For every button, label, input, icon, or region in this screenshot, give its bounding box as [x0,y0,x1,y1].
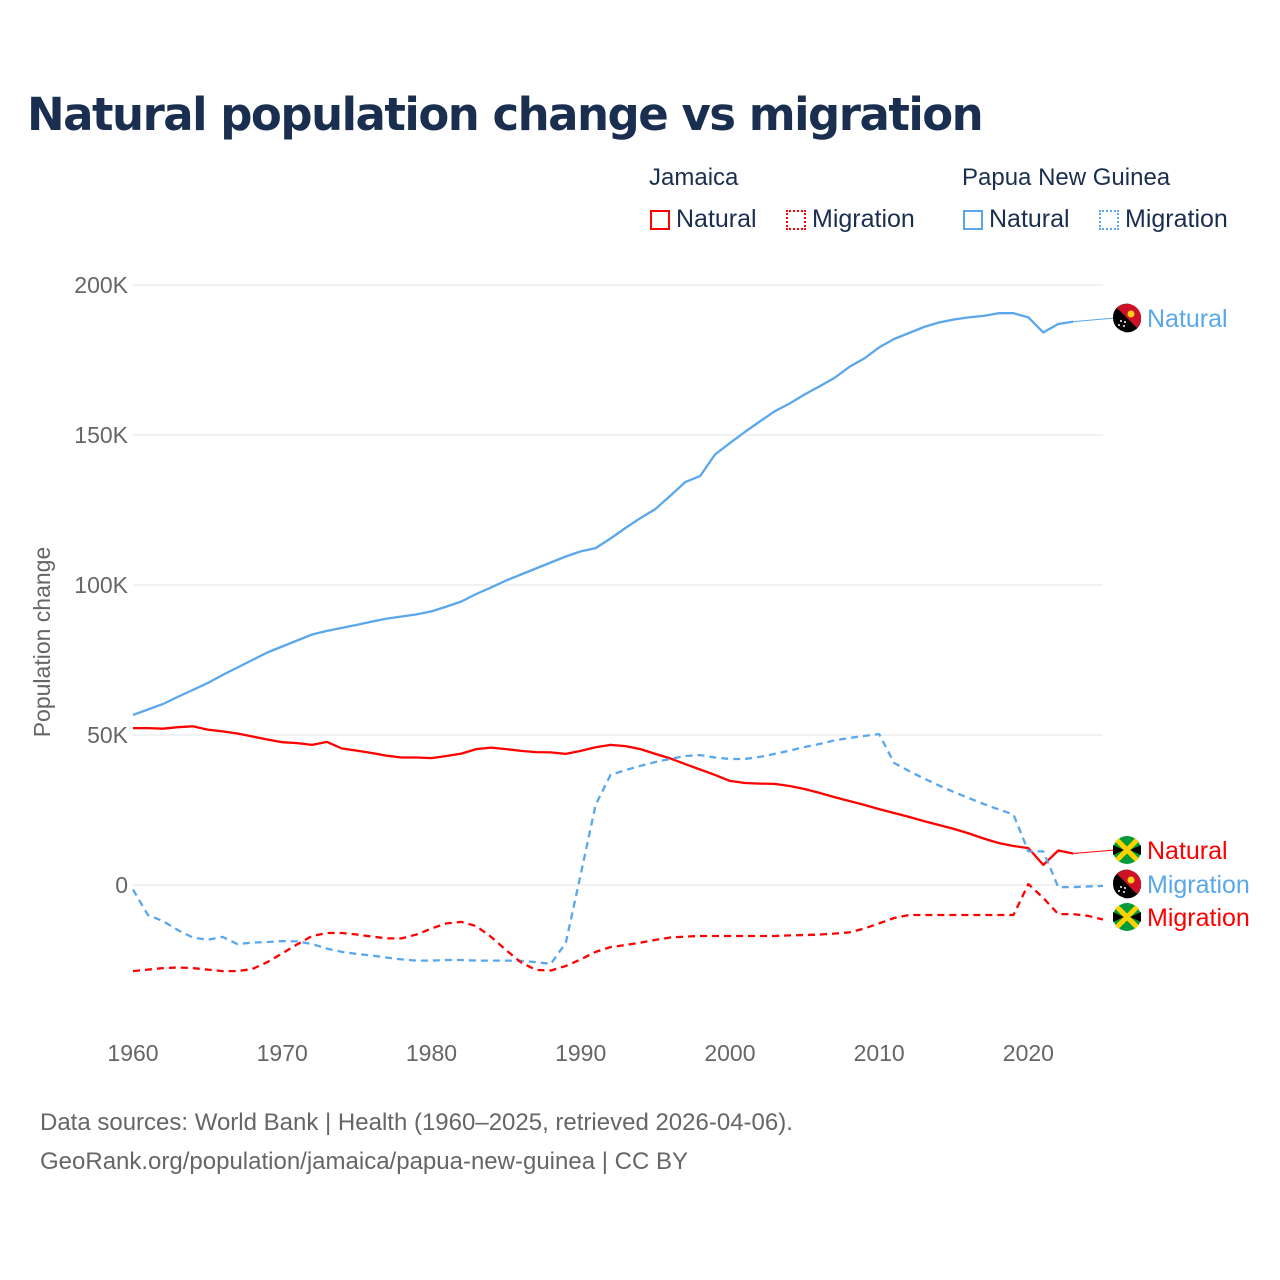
series-end-label: Migration [1147,904,1250,932]
star-icon [1120,320,1122,322]
legend-label: Natural [676,205,757,233]
x-tick-label: 2010 [854,1040,905,1066]
star-icon [1123,325,1125,327]
x-tick-label: 1960 [107,1040,158,1066]
flag-part [1113,845,1141,855]
y-tick-label: 50K [87,722,129,748]
y-tick-label: 100K [74,572,128,598]
solid-swatch-icon [963,209,983,230]
star-icon [1120,886,1122,888]
bird-of-paradise-icon [1127,310,1135,318]
legend-group-jamaica: Jamaica [649,164,739,191]
flag-part [1113,912,1141,922]
star-icon [1124,887,1126,889]
legend-group-png: Papua New Guinea [962,164,1171,191]
footer-link[interactable]: GeoRank.org/population/jamaica/papua-new… [40,1148,688,1175]
star-icon [1118,890,1120,892]
series-end-label: Natural [1147,305,1228,333]
series-end-label: Natural [1147,837,1228,865]
footer-sources: Data sources: World Bank | Health (1960–… [40,1109,793,1136]
dotted-swatch-icon [1099,209,1119,230]
x-tick-label: 1980 [406,1040,457,1066]
dotted-swatch-icon [786,209,806,230]
y-tick-label: 150K [74,422,128,448]
chart-title: Natural population change vs migration [27,88,984,141]
legend-jamaica-migration[interactable]: Migration [786,205,915,234]
y-axis-label: Population change [29,547,55,738]
series-line-png-natural [132,312,1074,716]
y-tick-label: 200K [74,272,128,298]
star-icon [1124,321,1126,323]
flag-part [1115,905,1139,929]
series-line-jam-migration [132,882,1104,973]
series-line-jam-natural [133,725,1074,867]
legend-label: Migration [812,205,915,233]
x-tick-label: 1990 [555,1040,606,1066]
series-line-png-migration [132,732,1104,966]
y-tick-label: 0 [115,872,128,898]
label-connector [1073,317,1116,323]
legend-png-migration[interactable]: Migration [1099,205,1228,234]
x-tick-label: 2020 [1003,1040,1054,1066]
x-tick-label: 2000 [704,1040,755,1066]
solid-swatch-icon [650,209,670,230]
series-end-label: Migration [1147,871,1250,899]
label-connector [1073,849,1116,854]
legend-label: Migration [1125,205,1228,233]
bird-of-paradise-icon [1127,876,1135,884]
flag-part [1115,838,1139,862]
legend-png-natural[interactable]: Natural [963,205,1070,234]
x-tick-label: 1970 [257,1040,308,1066]
legend-label: Natural [989,205,1070,233]
star-icon [1118,324,1120,326]
legend-jamaica-natural[interactable]: Natural [650,205,757,234]
star-icon [1123,891,1125,893]
